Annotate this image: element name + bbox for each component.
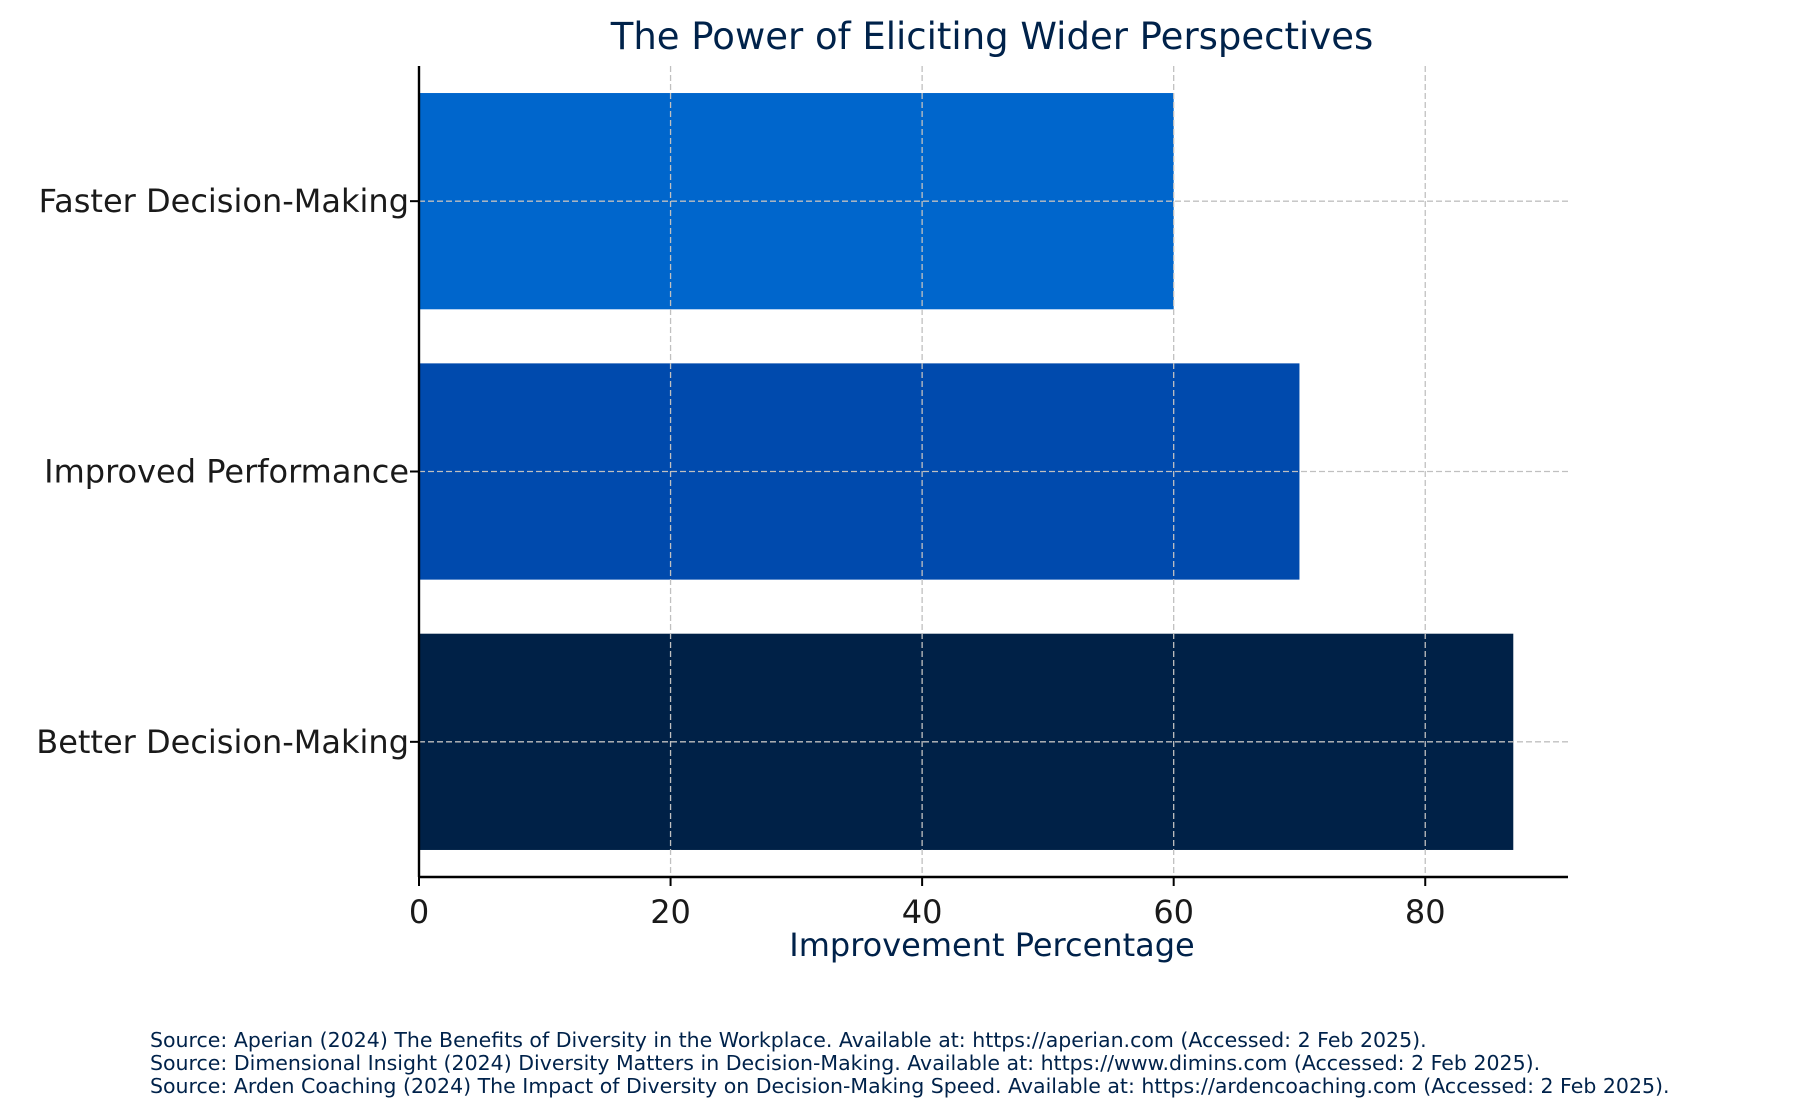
tick-labels: 0 20 40 60 80 Better Decision-Making Improved … <box>36 182 1445 931</box>
y-tick-label: Faster Decision-Making <box>39 182 409 220</box>
x-tick-label: 40 <box>902 893 943 931</box>
source-line: Source: Dimensional Insight (2024) Diver… <box>150 1051 1541 1075</box>
grid-lines <box>419 66 1568 877</box>
x-axis-label: Improvement Percentage <box>789 926 1194 964</box>
source-line: Source: Aperian (2024) The Benefits of D… <box>150 1028 1427 1052</box>
chart-title: The Power of Eliciting Wider Perspective… <box>610 15 1374 58</box>
y-tick-label: Better Decision-Making <box>36 723 409 761</box>
x-tick-label: 20 <box>650 893 691 931</box>
source-notes: Source: Aperian (2024) The Benefits of D… <box>150 1029 1670 1098</box>
bar <box>419 93 1174 310</box>
x-tick-label: 0 <box>409 893 429 931</box>
x-tick-label: 80 <box>1405 893 1446 931</box>
y-tick-label: Improved Performance <box>44 453 409 491</box>
x-tick-label: 60 <box>1153 893 1194 931</box>
axes <box>410 66 1568 886</box>
source-line: Source: Arden Coaching (2024) The Impact… <box>150 1074 1670 1098</box>
